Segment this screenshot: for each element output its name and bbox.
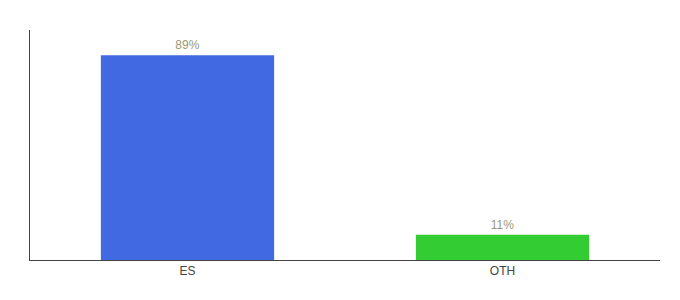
svg-text:11%: 11% (491, 218, 514, 232)
svg-text:ES: ES (179, 264, 195, 278)
svg-text:89%: 89% (175, 38, 199, 52)
svg-text:OTH: OTH (490, 264, 515, 278)
